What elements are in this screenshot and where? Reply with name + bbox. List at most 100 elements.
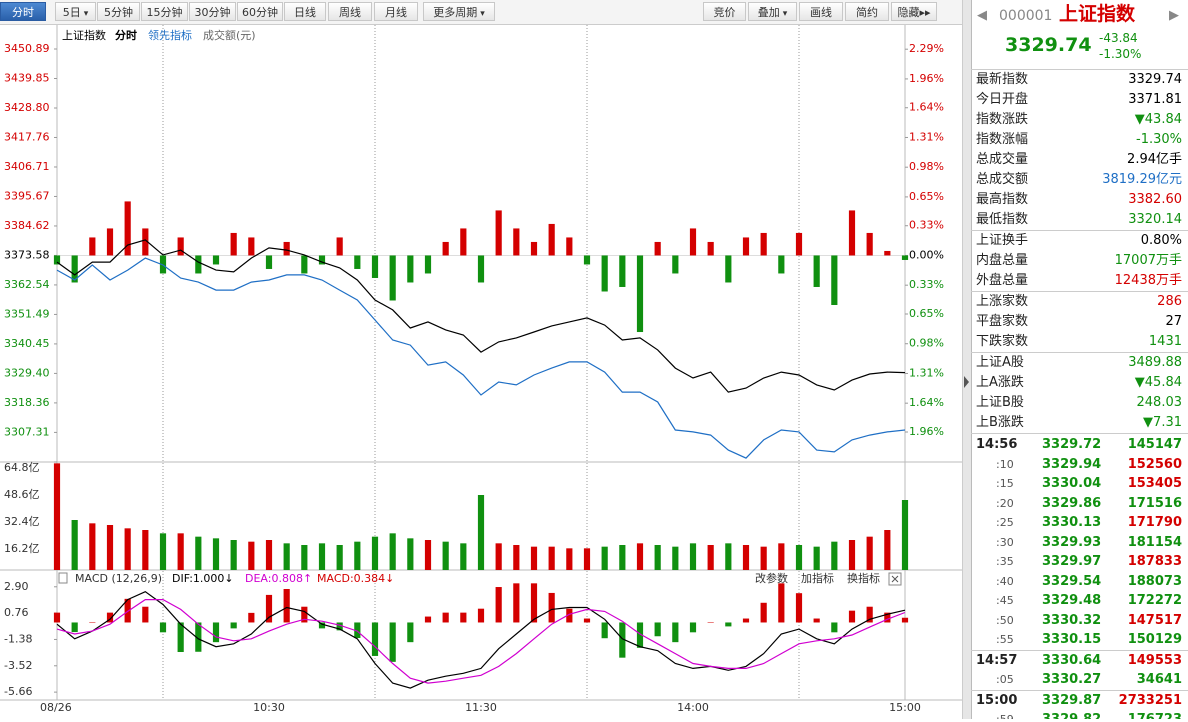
y2-tick-label: 0.33%	[909, 278, 944, 291]
bar	[619, 622, 626, 658]
bar	[866, 606, 873, 623]
stat-label: 上证A股	[976, 355, 1024, 370]
bar	[354, 255, 361, 269]
trade-time: :40	[996, 574, 1014, 588]
trade-price: 3329.48	[1042, 593, 1102, 608]
x-tick-label: 10:30	[253, 701, 285, 714]
volume-bar	[283, 543, 290, 570]
next-arrow[interactable]: ▶	[1169, 8, 1179, 23]
toolbar-button[interactable]: 叠加 ▾	[748, 2, 797, 21]
stat-value: 0.80%	[1140, 233, 1182, 248]
indicator-button[interactable]: 换指标	[847, 571, 880, 585]
toolbar-button[interactable]: 隐藏▸▸	[891, 2, 937, 21]
y-tick-label: 16.2亿	[4, 542, 40, 555]
toolbar-button[interactable]: 周线	[328, 2, 372, 21]
legend-entry: 分时	[115, 28, 137, 42]
stock-code: 000001	[999, 8, 1053, 24]
toolbar-button[interactable]: 30分钟	[189, 2, 236, 21]
x-tick-label: 11:30	[465, 701, 497, 714]
bar	[566, 608, 573, 623]
stat-value: 248.03	[1136, 395, 1183, 410]
toolbar-button[interactable]: 竞价	[703, 2, 746, 21]
trade-volume: 34641	[1136, 672, 1182, 687]
stat-value: ▼43.84	[1134, 112, 1182, 127]
y-tick-label: 32.4亿	[4, 515, 40, 528]
volume-bar	[195, 536, 202, 570]
button-label: 周线	[339, 6, 361, 19]
volume-bar	[619, 545, 626, 570]
toolbar-button[interactable]: 画线	[799, 2, 843, 21]
toolbar-button[interactable]: 月线	[374, 2, 418, 21]
y2-tick-label: 0.65%	[909, 307, 944, 320]
bar	[636, 255, 644, 333]
stat-label: 总成交额	[976, 172, 1029, 187]
bar	[177, 622, 184, 653]
button-label: 5日	[62, 6, 81, 19]
bar	[53, 612, 61, 623]
bar	[89, 622, 96, 623]
volume-bar	[301, 545, 308, 570]
stat-label: 外盘总量	[976, 273, 1029, 288]
indicator-value: DIF:1.000↓	[172, 572, 234, 585]
prev-arrow[interactable]: ◀	[977, 8, 987, 23]
toolbar-button[interactable]: 5分钟	[97, 2, 140, 21]
bar	[742, 618, 750, 623]
stat-label: 平盘家数	[976, 314, 1029, 329]
quote-panel: ◀ 000001 上证指数 ▶ 3329.74 -43.84 -1.30% 最新指数 3329.…	[971, 0, 1188, 719]
bar	[283, 241, 290, 256]
bar	[513, 583, 520, 623]
bar	[124, 201, 131, 256]
trade-price: 3329.94	[1042, 456, 1102, 472]
bar	[848, 210, 856, 256]
stat-label: 最新指数	[976, 72, 1029, 87]
toolbar-button[interactable]: 5日 ▾	[55, 2, 96, 21]
trade-price: 3329.72	[1042, 437, 1102, 452]
y-tick-label: 0.76	[4, 606, 29, 619]
bar	[548, 592, 555, 623]
toolbar-button[interactable]: 分时	[0, 2, 46, 21]
bar	[866, 232, 873, 256]
splitter[interactable]	[962, 0, 972, 719]
indicator-button[interactable]: 改参数	[755, 571, 788, 585]
bar	[884, 612, 891, 623]
toolbar-button[interactable]: 日线	[284, 2, 326, 21]
y2-tick-label: 1.64%	[909, 396, 944, 409]
volume-bar	[760, 546, 767, 570]
toolbar-button[interactable]: 简约	[845, 2, 889, 21]
y2-tick-label: 0.65%	[909, 190, 944, 203]
button-label: 隐藏▸▸	[897, 6, 931, 19]
bar	[71, 255, 78, 283]
trade-time: :50	[996, 613, 1014, 627]
y-tick-label: 3340.45	[4, 337, 50, 350]
bar	[513, 228, 520, 256]
trade-time: :15	[996, 477, 1014, 490]
trade-volume: 171516	[1127, 495, 1182, 511]
bar	[354, 622, 361, 638]
y-tick-label: -5.66	[4, 685, 32, 698]
bar	[831, 255, 838, 305]
bar	[371, 255, 379, 278]
trade-price: 3330.15	[1042, 632, 1102, 647]
stat-value: ▼45.84	[1134, 375, 1182, 390]
bar	[106, 612, 114, 623]
splitter-arrow	[964, 376, 969, 388]
divider	[971, 649, 1188, 651]
macd-title-box	[58, 572, 68, 584]
y-tick-label: 3428.80	[4, 101, 50, 114]
bar	[795, 593, 803, 623]
y2-tick-label: 0.00%	[909, 248, 944, 261]
indicator-button[interactable]: 加指标	[801, 571, 834, 585]
toolbar-button[interactable]: 60分钟	[237, 2, 283, 21]
button-label: 叠加	[757, 6, 780, 19]
bar	[142, 228, 149, 256]
toolbar-button[interactable]: 更多周期 ▾	[423, 2, 495, 21]
bar	[248, 237, 255, 256]
bar	[477, 255, 485, 283]
volume-bar	[495, 543, 502, 570]
trade-price: 3329.87	[1042, 692, 1102, 708]
volume-bar	[601, 546, 608, 570]
trade-price: 3330.32	[1042, 612, 1102, 628]
toolbar-button[interactable]: 15分钟	[141, 2, 188, 21]
volume-bar	[583, 548, 591, 570]
y-tick-label: 3450.89	[4, 42, 50, 55]
